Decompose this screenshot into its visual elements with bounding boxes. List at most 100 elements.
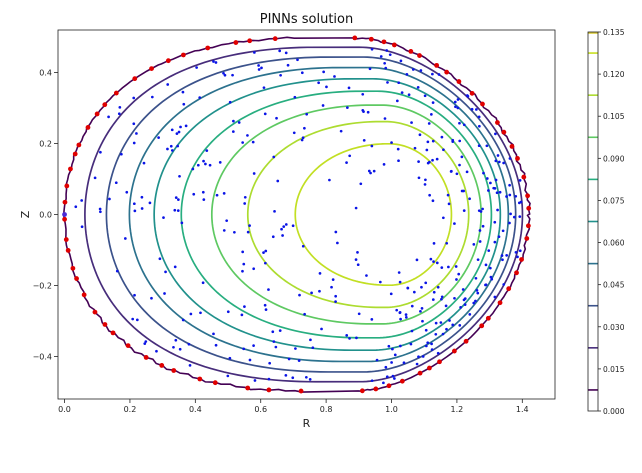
collocation-point xyxy=(384,365,388,369)
collocation-point xyxy=(339,129,343,133)
collocation-point xyxy=(132,141,136,145)
boundary-point xyxy=(245,385,251,391)
collocation-point xyxy=(485,144,489,148)
contour-line xyxy=(153,77,502,352)
collocation-point xyxy=(355,336,358,340)
collocation-point xyxy=(333,75,336,78)
boundary-point xyxy=(373,386,379,392)
collocation-point xyxy=(222,71,225,75)
colorbar-bands xyxy=(588,32,598,411)
collocation-point xyxy=(331,278,335,281)
boundary-point xyxy=(444,69,450,75)
collocation-point xyxy=(382,381,385,385)
boundary-point xyxy=(159,363,165,368)
collocation-point xyxy=(246,134,249,137)
collocation-point xyxy=(148,201,152,205)
colorbar-tick-label: 0.120 xyxy=(603,70,625,79)
collocation-point xyxy=(478,229,482,232)
collocation-point xyxy=(472,301,476,305)
collocation-point xyxy=(435,261,439,265)
collocation-point xyxy=(362,138,366,142)
collocation-point xyxy=(468,197,471,201)
collocation-point xyxy=(508,157,512,160)
boundary-point xyxy=(501,129,507,135)
collocation-point xyxy=(453,222,456,225)
collocation-point xyxy=(166,147,169,151)
collocation-point xyxy=(420,307,424,310)
collocation-point xyxy=(263,303,267,307)
collocation-point xyxy=(406,286,410,290)
collocation-point xyxy=(272,340,276,343)
collocation-point xyxy=(379,280,382,284)
colorbar-frame xyxy=(587,31,599,412)
collocation-point xyxy=(262,251,265,254)
collocation-point xyxy=(204,162,207,166)
plot-area xyxy=(57,29,556,400)
collocation-point xyxy=(212,332,215,336)
collocation-point xyxy=(150,296,153,300)
collocation-point xyxy=(191,167,195,171)
collocation-point xyxy=(409,342,413,346)
collocation-point xyxy=(444,304,448,308)
collocation-point xyxy=(402,361,406,365)
collocation-point xyxy=(178,347,182,351)
boundary-point xyxy=(92,309,98,315)
collocation-point xyxy=(218,161,222,164)
boundary-point xyxy=(427,365,432,371)
boundary-point xyxy=(456,79,462,84)
collocation-point xyxy=(494,178,498,182)
boundary-point xyxy=(399,378,405,384)
boundary-point xyxy=(94,111,100,117)
collocation-points xyxy=(62,47,523,385)
collocation-point xyxy=(150,95,154,99)
chart-title: PINNs solution xyxy=(260,12,354,27)
collocation-point xyxy=(415,362,419,366)
boundary-point xyxy=(497,300,503,306)
collocation-point xyxy=(462,209,466,212)
collocation-point xyxy=(328,178,331,182)
collocation-point xyxy=(391,374,395,378)
collocation-point xyxy=(419,309,422,313)
collocation-point xyxy=(346,106,349,110)
collocation-point xyxy=(426,140,430,144)
boundary-point xyxy=(525,223,531,229)
collocation-point xyxy=(485,177,489,180)
collocation-point xyxy=(470,107,474,111)
collocation-point xyxy=(348,154,352,158)
collocation-point xyxy=(487,189,490,192)
boundary-point xyxy=(68,166,73,172)
collocation-point xyxy=(80,225,84,229)
x-tick-label: 0.4 xyxy=(189,405,202,414)
collocation-point xyxy=(188,363,192,367)
collocation-point xyxy=(454,265,458,268)
collocation-point xyxy=(399,344,402,348)
colorbar-tick-label: 0.000 xyxy=(603,407,625,416)
collocation-point xyxy=(447,265,450,269)
collocation-point xyxy=(384,66,388,70)
collocation-point xyxy=(459,306,462,309)
collocation-point xyxy=(423,183,427,186)
boundary-point xyxy=(417,370,423,376)
collocation-point xyxy=(439,321,443,324)
collocation-point xyxy=(243,305,246,308)
collocation-point xyxy=(383,117,387,120)
colorbar-tick-label: 0.135 xyxy=(603,28,625,37)
collocation-point xyxy=(395,99,399,103)
collocation-point xyxy=(196,163,200,167)
collocation-point xyxy=(432,260,435,263)
collocation-point xyxy=(260,66,263,70)
collocation-point xyxy=(489,275,493,279)
collocation-point xyxy=(430,342,433,346)
collocation-point xyxy=(405,73,409,76)
collocation-point xyxy=(430,113,433,116)
collocation-point xyxy=(212,60,215,63)
collocation-point xyxy=(284,51,288,55)
collocation-point xyxy=(431,298,435,301)
boundary-point xyxy=(266,387,272,393)
collocation-point xyxy=(501,258,504,262)
collocation-point xyxy=(431,158,434,162)
collocation-point xyxy=(478,124,481,128)
boundary-point xyxy=(125,343,131,348)
collocation-point xyxy=(284,223,288,226)
contour-line xyxy=(294,142,453,287)
